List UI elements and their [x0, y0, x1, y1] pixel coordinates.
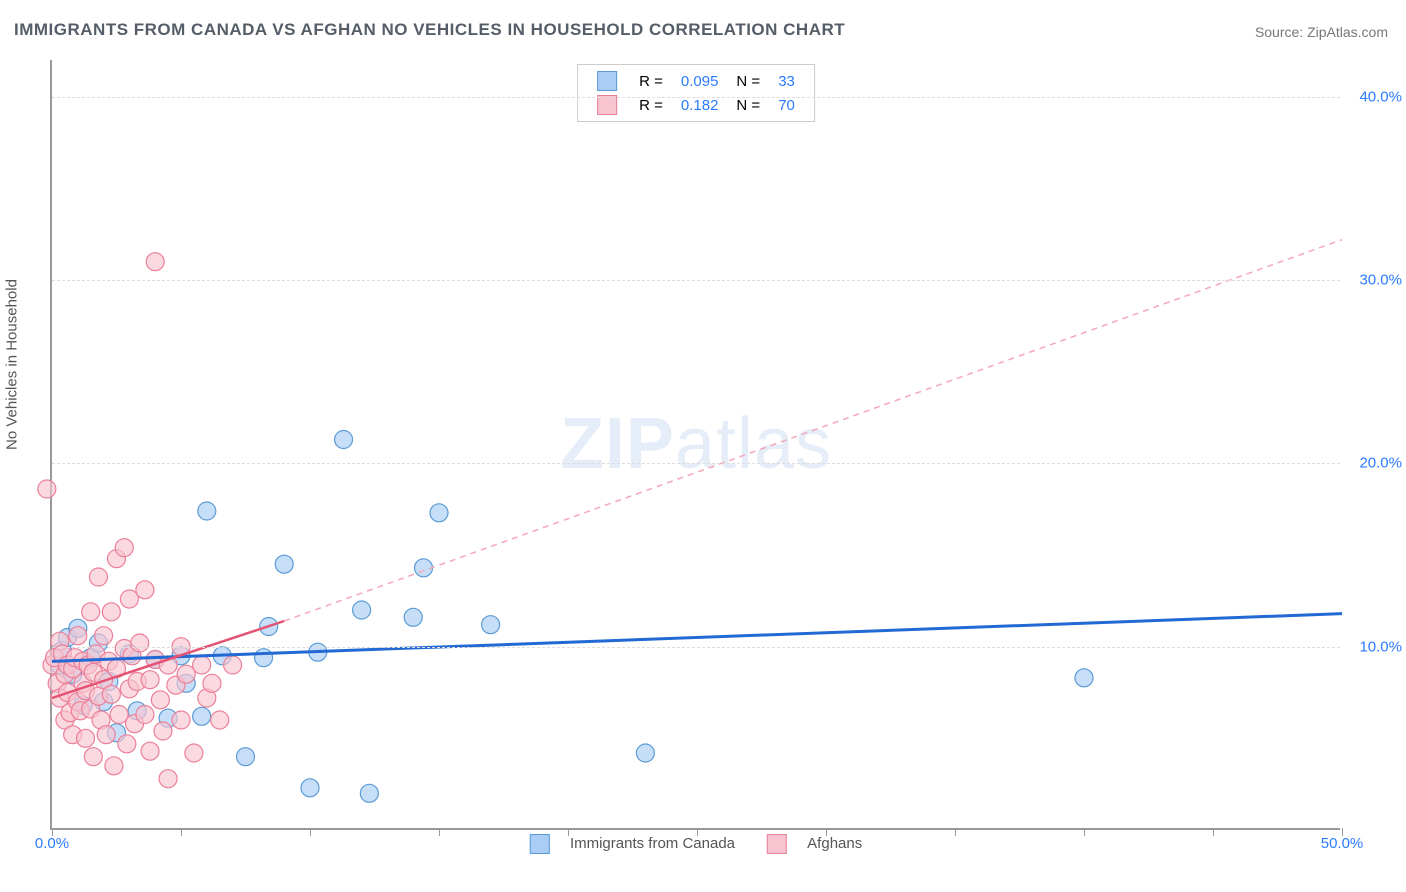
scatter-point [301, 779, 319, 797]
scatter-point [115, 539, 133, 557]
legend-swatch [597, 71, 617, 91]
gridline [52, 647, 1340, 648]
x-tick [439, 828, 440, 836]
legend-swatch [597, 95, 617, 115]
x-tick-label: 50.0% [1321, 835, 1364, 852]
scatter-point [102, 685, 120, 703]
scatter-point [203, 674, 221, 692]
scatter-point [82, 603, 100, 621]
legend-series-label: Afghans [807, 835, 862, 852]
scatter-point [84, 748, 102, 766]
scatter-point [89, 568, 107, 586]
scatter-point [353, 601, 371, 619]
x-tick [697, 828, 698, 836]
scatter-point [38, 480, 56, 498]
legend-n-value: 33 [769, 69, 804, 93]
scatter-point [136, 706, 154, 724]
scatter-point [154, 722, 172, 740]
x-tick-label: 0.0% [35, 835, 69, 852]
y-axis-label: No Vehicles in Household [4, 279, 21, 450]
gridline [52, 463, 1340, 464]
scatter-point [360, 784, 378, 802]
scatter-point [211, 711, 229, 729]
scatter-point [97, 726, 115, 744]
y-tick-label: 40.0% [1359, 88, 1402, 105]
scatter-point [110, 706, 128, 724]
chart-title: IMMIGRANTS FROM CANADA VS AFGHAN NO VEHI… [14, 20, 845, 40]
scatter-point [177, 665, 195, 683]
scatter-point [120, 590, 138, 608]
legend-r-value: 0.095 [672, 69, 728, 93]
scatter-point [193, 656, 211, 674]
x-tick [1213, 828, 1214, 836]
plot-area: ZIPatlas R =0.095N =33R =0.182N =70 Immi… [50, 60, 1340, 830]
scatter-point [102, 603, 120, 621]
x-tick [568, 828, 569, 836]
gridline [52, 280, 1340, 281]
scatter-point [77, 729, 95, 747]
scatter-point [136, 581, 154, 599]
y-tick-label: 30.0% [1359, 272, 1402, 289]
scatter-point [224, 656, 242, 674]
scatter-point [131, 634, 149, 652]
source-link[interactable]: ZipAtlas.com [1307, 24, 1388, 40]
scatter-point [185, 744, 203, 762]
regression-line-afghans-dashed [284, 240, 1342, 621]
scatter-point [255, 649, 273, 667]
scatter-point [198, 502, 216, 520]
x-tick [310, 828, 311, 836]
correlation-legend: R =0.095N =33R =0.182N =70 [577, 64, 815, 122]
scatter-point [95, 627, 113, 645]
regression-line-canada [52, 614, 1342, 662]
scatter-point [335, 431, 353, 449]
scatter-point [118, 735, 136, 753]
x-tick [1084, 828, 1085, 836]
scatter-point [105, 757, 123, 775]
scatter-point [151, 691, 169, 709]
scatter-point [141, 671, 159, 689]
legend-swatch [530, 834, 550, 854]
x-tick [181, 828, 182, 836]
source-attribution: Source: ZipAtlas.com [1255, 24, 1388, 40]
scatter-point [172, 711, 190, 729]
series-legend: Immigrants from Canada Afghans [514, 834, 878, 854]
scatter-point [69, 627, 87, 645]
legend-n-label: N = [727, 69, 769, 93]
scatter-point [1075, 669, 1093, 687]
scatter-point [275, 555, 293, 573]
y-tick-label: 20.0% [1359, 455, 1402, 472]
scatter-point [482, 616, 500, 634]
legend-swatch [767, 834, 787, 854]
scatter-point [193, 707, 211, 725]
gridline [52, 97, 1340, 98]
scatter-point [404, 608, 422, 626]
x-tick [955, 828, 956, 836]
scatter-point [430, 504, 448, 522]
x-tick [826, 828, 827, 836]
scatter-svg [52, 60, 1340, 828]
legend-r-label: R = [630, 69, 672, 93]
scatter-point [146, 253, 164, 271]
scatter-point [237, 748, 255, 766]
legend-series-label: Immigrants from Canada [570, 835, 735, 852]
scatter-point [636, 744, 654, 762]
scatter-point [141, 742, 159, 760]
scatter-point [159, 770, 177, 788]
y-tick-label: 10.0% [1359, 638, 1402, 655]
